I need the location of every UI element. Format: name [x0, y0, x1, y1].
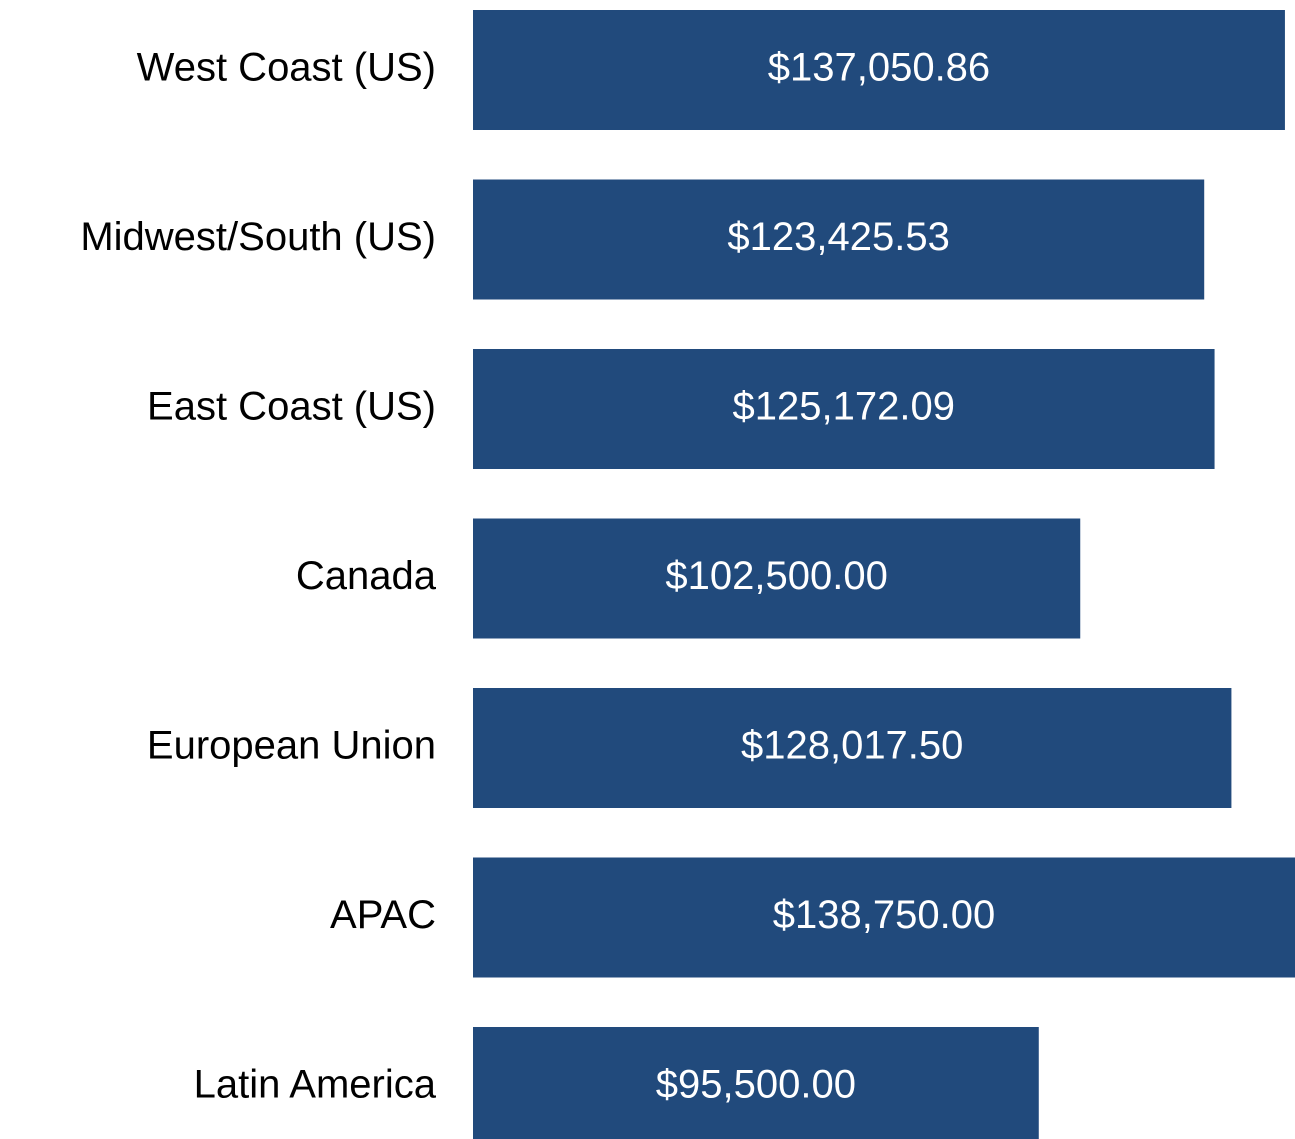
bar [473, 10, 1285, 130]
category-label: Canada [296, 554, 437, 598]
category-label: European Union [147, 724, 436, 768]
category-label: East Coast (US) [147, 385, 436, 429]
value-label: $137,050.86 [768, 46, 990, 90]
bar [473, 1027, 1039, 1139]
category-label: Midwest/South (US) [80, 215, 436, 259]
value-label: $125,172.09 [733, 385, 955, 429]
bar [473, 688, 1232, 808]
value-label: $128,017.50 [741, 724, 963, 768]
category-label: Latin America [194, 1063, 437, 1107]
value-label: $102,500.00 [665, 554, 887, 598]
bar [473, 349, 1215, 469]
value-label: $95,500.00 [656, 1063, 856, 1107]
category-label: West Coast (US) [137, 46, 436, 90]
bar [473, 857, 1295, 978]
bar [473, 179, 1205, 300]
bar [473, 518, 1081, 639]
value-label: $138,750.00 [773, 893, 995, 937]
category-label: APAC [330, 893, 436, 937]
value-label: $123,425.53 [727, 215, 949, 259]
